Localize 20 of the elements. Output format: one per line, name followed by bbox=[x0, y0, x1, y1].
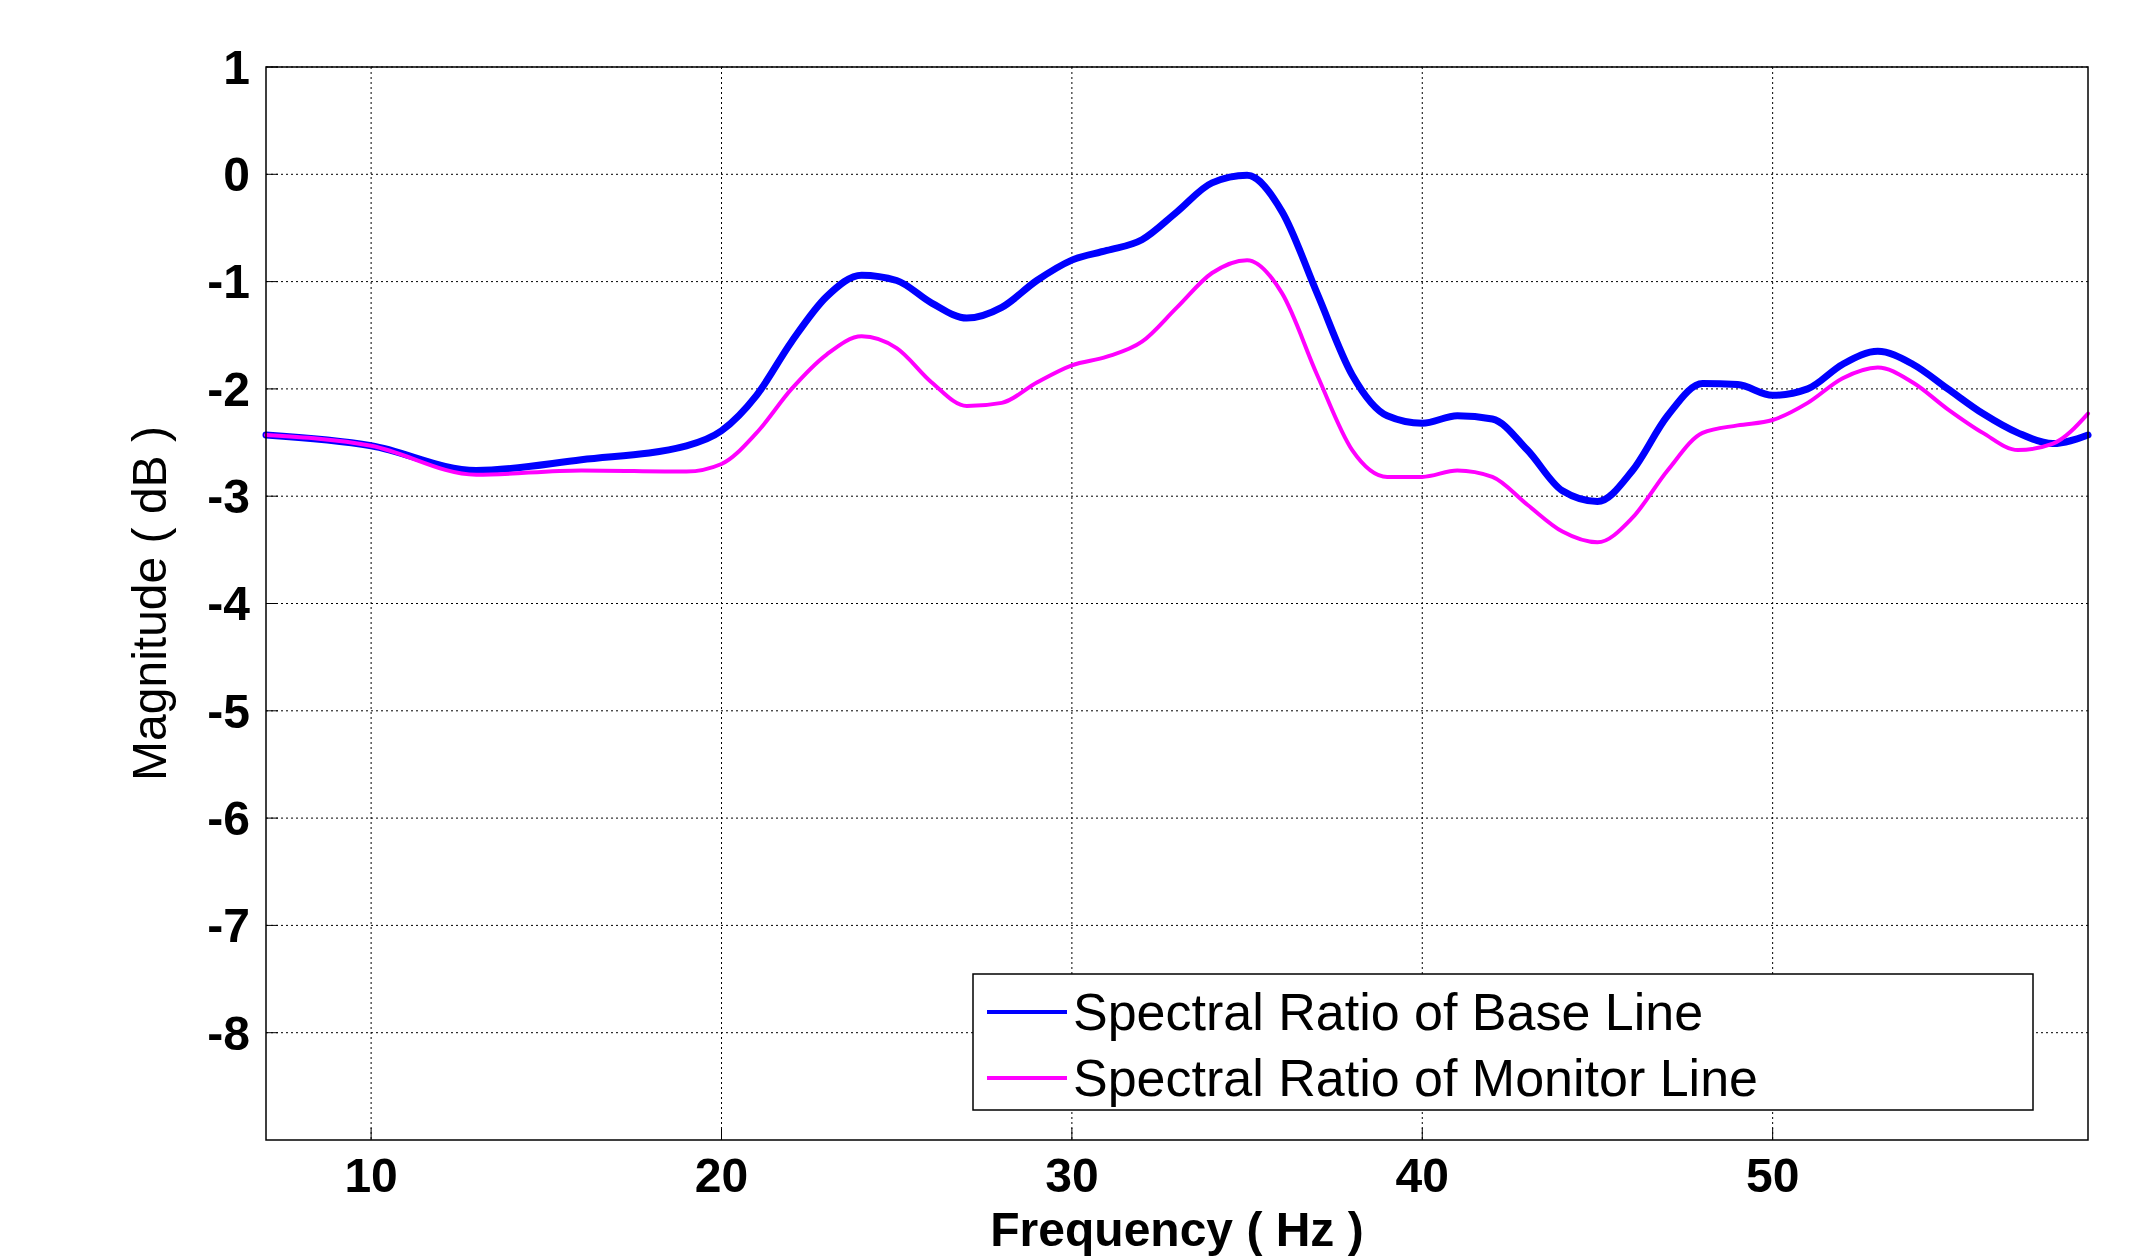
x-tick-label: 30 bbox=[1045, 1149, 1099, 1202]
y-tick-label: -2 bbox=[207, 362, 250, 416]
x-tick-label: 40 bbox=[1395, 1149, 1449, 1202]
y-tick-label: -4 bbox=[207, 577, 251, 631]
legend-label: Spectral Ratio of Monitor Line bbox=[1073, 1049, 1759, 1108]
x-axis-title: Frequency ( Hz ) bbox=[990, 1203, 1364, 1256]
y-tick-label: 1 bbox=[223, 40, 250, 94]
y-tick-label: -8 bbox=[207, 1006, 250, 1060]
y-tick-label: -7 bbox=[207, 899, 250, 953]
x-tick-label: 20 bbox=[694, 1149, 749, 1202]
x-tick-label: 50 bbox=[1745, 1149, 1800, 1202]
y-tick-label: -5 bbox=[207, 684, 250, 738]
y-tick-label: -6 bbox=[207, 791, 250, 845]
y-tick-label: 0 bbox=[223, 148, 250, 202]
y-tick-label: -3 bbox=[207, 470, 250, 523]
x-tick-label: 10 bbox=[344, 1149, 398, 1202]
y-tick-label: -1 bbox=[207, 255, 250, 309]
y-axis-title: Magnitude ( dB ) bbox=[123, 426, 176, 781]
legend-label: Spectral Ratio of Base Line bbox=[1073, 983, 1704, 1042]
line-series bbox=[264, 258, 2090, 545]
